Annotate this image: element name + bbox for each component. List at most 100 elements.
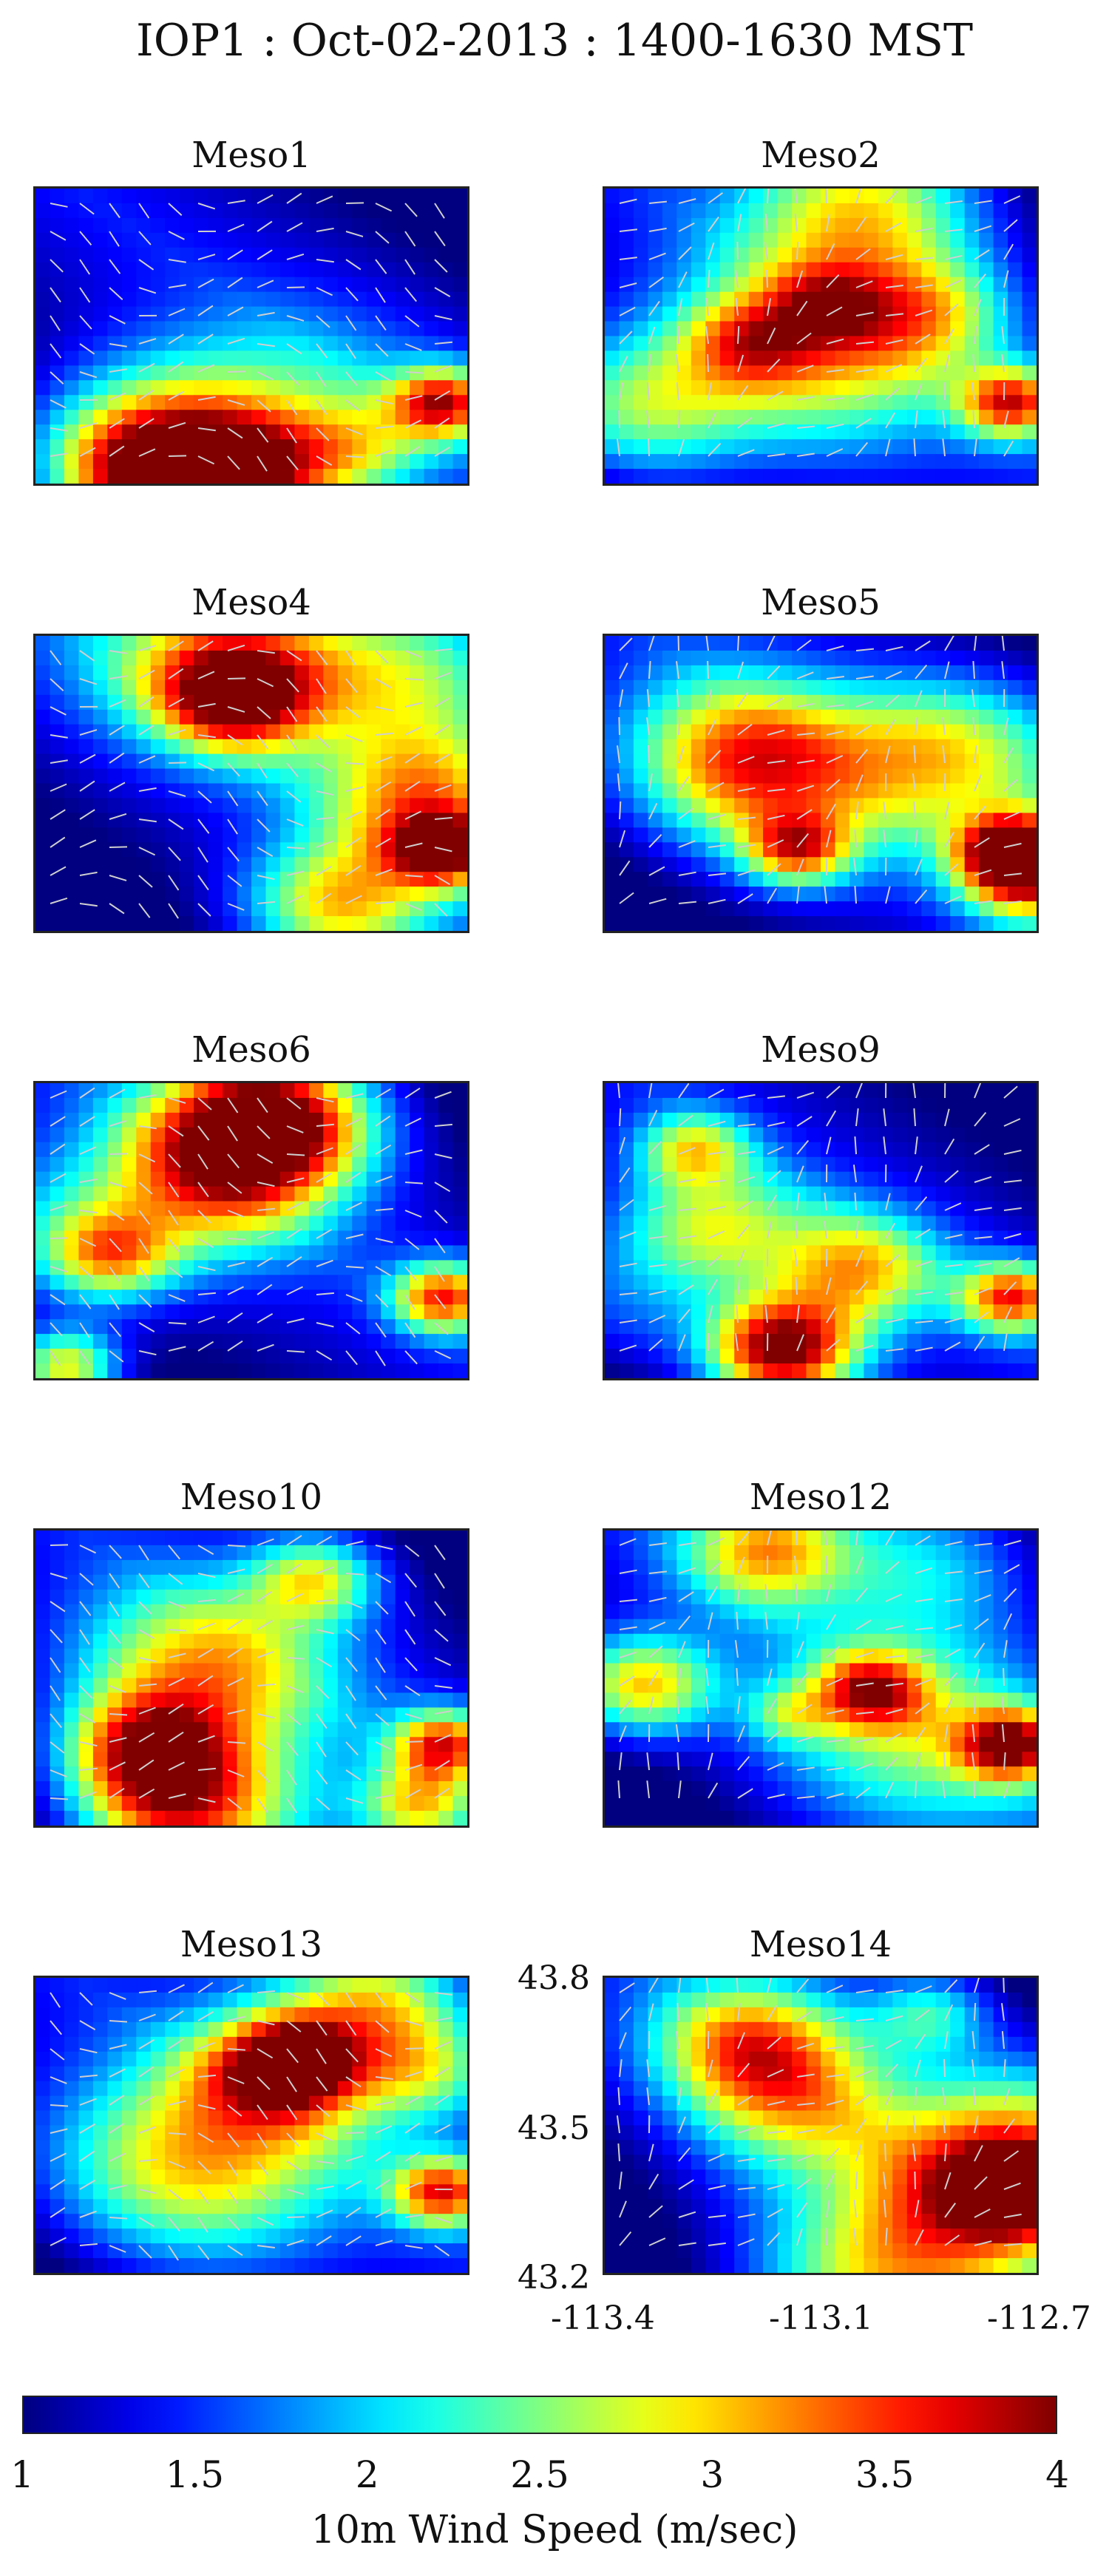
heat-cell [381, 262, 396, 278]
heat-cell [950, 665, 966, 681]
heat-cell [633, 724, 648, 740]
heat-cell [251, 1531, 267, 1546]
heat-cell [136, 1245, 152, 1261]
heat-cell [777, 1349, 793, 1364]
heat-cell [906, 1171, 922, 1187]
heat-cell [279, 1363, 295, 1378]
heat-cell [424, 842, 439, 858]
heat-cell [777, 636, 793, 651]
heat-cell [864, 739, 879, 755]
heat-cell [662, 872, 677, 887]
heat-cell [806, 724, 821, 740]
heat-cell [179, 1319, 194, 1335]
heat-cell [150, 842, 166, 858]
heat-cell [691, 1349, 706, 1364]
heat-cell [619, 901, 634, 917]
heat-cell [705, 916, 721, 931]
heat-cell [792, 1275, 807, 1290]
heat-cell [208, 1216, 223, 1232]
heat-cell [648, 439, 663, 455]
heat-cell [107, 1142, 123, 1158]
heat-cell [452, 1127, 467, 1143]
heat-cell [424, 679, 439, 696]
heat-cell [35, 1678, 51, 1694]
heat-cell [410, 410, 425, 425]
heat-cell [121, 783, 137, 799]
heat-cell [352, 1112, 367, 1128]
heat-cell [279, 768, 295, 784]
heat-cell [150, 291, 166, 308]
heat-cell [395, 469, 410, 484]
heat-cell [323, 1186, 339, 1202]
heat-cell [1022, 454, 1037, 470]
heat-cell [78, 650, 94, 666]
heat-cell [64, 350, 79, 366]
heat-cell [381, 1171, 396, 1187]
heat-cell [821, 424, 836, 440]
heat-cell [777, 424, 793, 440]
heat-cell [194, 1619, 209, 1635]
heat-cell [662, 813, 677, 828]
heat-cell [179, 1589, 194, 1605]
heat-cell [792, 1304, 807, 1320]
heat-cell [136, 1633, 152, 1650]
heat-cell [121, 739, 137, 755]
heat-cell [208, 1156, 223, 1173]
heat-cell [237, 350, 252, 366]
heat-cell [892, 1334, 908, 1349]
wind-arrow [974, 900, 992, 904]
wind-arrow [855, 216, 867, 232]
heat-cell [194, 1663, 209, 1679]
heat-cell [381, 827, 396, 843]
heat-cell [763, 679, 779, 696]
heat-cell [648, 262, 663, 278]
heat-cell [1008, 350, 1023, 366]
heat-cell [452, 1230, 467, 1247]
heat-cell [748, 665, 764, 681]
heat-cell [964, 1289, 980, 1305]
heat-cell [64, 1097, 79, 1114]
heat-cell [337, 1260, 353, 1275]
wind-arrow [404, 1087, 421, 1099]
heat-cell [395, 1216, 410, 1232]
heat-cell [107, 916, 123, 931]
heat-cell [424, 1633, 439, 1650]
heat-cell [165, 365, 180, 381]
heat-cell [849, 1156, 864, 1173]
heat-cell [179, 650, 194, 666]
heat-cell [452, 798, 467, 813]
wind-arrow [168, 1294, 186, 1302]
wind-arrow [796, 300, 808, 316]
heat-cell [121, 1604, 137, 1620]
heat-cell [935, 1334, 951, 1349]
wind-arrow [974, 249, 990, 260]
heat-cell [165, 380, 180, 396]
heat-cell [294, 1142, 310, 1158]
wind-arrow [735, 270, 739, 288]
heat-cell [323, 203, 339, 219]
wind-arrow [678, 901, 696, 904]
heat-cell [452, 1781, 467, 1797]
heat-cell [1008, 694, 1023, 711]
wind-arrow [676, 382, 679, 401]
heat-cell [705, 395, 721, 410]
heat-cell [979, 665, 994, 681]
heat-cell [78, 1230, 94, 1247]
heat-cell [662, 395, 677, 410]
heat-cell [50, 232, 65, 248]
heat-cell [352, 1142, 367, 1158]
heat-cell [1008, 1363, 1023, 1378]
heat-cell [633, 901, 648, 917]
heat-cell [150, 1766, 166, 1782]
wind-arrow [619, 282, 637, 288]
heat-cell [662, 454, 677, 470]
heat-cell [691, 1127, 706, 1143]
heat-cell [237, 768, 252, 784]
heat-cell [366, 291, 381, 308]
heat-cell [352, 277, 367, 293]
heat-cell [265, 1289, 281, 1305]
heat-cell [64, 694, 79, 711]
heat-cell [648, 410, 663, 425]
heat-cell [64, 232, 79, 248]
heat-cell [150, 454, 166, 470]
